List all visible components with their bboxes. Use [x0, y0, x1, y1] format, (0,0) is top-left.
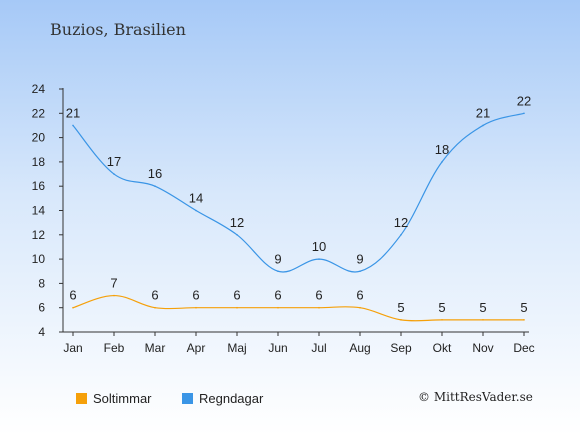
data-point-regndagar	[195, 209, 197, 212]
data-point-regndagar	[523, 112, 525, 115]
legend-item-soltimmar: Soltimmar	[76, 391, 152, 406]
data-point-regndagar	[72, 124, 74, 127]
y-tick-label: 14	[32, 204, 46, 218]
x-tick-label: Jul	[311, 341, 326, 355]
data-point-soltimmar	[113, 294, 115, 297]
x-tick-label: Sep	[390, 341, 412, 355]
x-tick-label: Apr	[187, 341, 206, 355]
data-point-soltimmar	[236, 306, 238, 309]
data-point-soltimmar	[154, 306, 156, 309]
data-label-regndagar: 21	[476, 105, 490, 120]
data-point-soltimmar	[482, 319, 484, 321]
x-tick-label: Jan	[63, 341, 82, 355]
y-tick-label: 20	[32, 131, 46, 145]
data-point-regndagar	[482, 124, 484, 127]
y-tick-label: 22	[32, 106, 46, 120]
legend-swatch-soltimmar	[76, 393, 87, 404]
data-label-soltimmar: 6	[233, 288, 240, 303]
y-tick-label: 24	[32, 82, 46, 96]
series-line-soltimmar	[72, 294, 524, 322]
data-label-soltimmar: 5	[520, 300, 527, 315]
legend-item-regndagar: Regndagar	[182, 391, 263, 406]
data-label-soltimmar: 5	[397, 300, 404, 315]
data-point-soltimmar	[318, 306, 320, 309]
y-tick-label: 8	[38, 276, 45, 290]
y-tick-label: 12	[32, 228, 46, 242]
data-label-regndagar: 9	[356, 251, 363, 266]
data-label-regndagar: 12	[230, 215, 244, 230]
data-label-soltimmar: 6	[315, 288, 322, 303]
data-point-soltimmar	[359, 306, 361, 309]
x-tick-label: Dec	[513, 341, 534, 355]
legend-label-regndagar: Regndagar	[199, 391, 264, 406]
data-label-regndagar: 12	[394, 215, 408, 230]
data-label-regndagar: 17	[107, 154, 121, 169]
data-point-soltimmar	[195, 306, 197, 309]
y-tick-label: 18	[32, 155, 46, 169]
x-tick-label: Jun	[268, 341, 287, 355]
data-point-soltimmar	[400, 319, 402, 321]
x-tick-label: Mar	[145, 341, 166, 355]
data-label-regndagar: 18	[435, 142, 449, 157]
y-tick-label: 16	[32, 179, 46, 193]
data-point-regndagar	[113, 173, 115, 175]
x-tick-label: Okt	[433, 341, 452, 355]
data-point-soltimmar	[72, 306, 74, 309]
data-label-soltimmar: 6	[274, 288, 281, 303]
y-tick-label: 10	[32, 252, 46, 266]
y-tick-label: 6	[38, 301, 45, 315]
x-tick-label: Nov	[472, 341, 493, 355]
data-label-soltimmar: 6	[356, 288, 363, 303]
data-label-soltimmar: 7	[110, 276, 117, 291]
data-point-soltimmar	[441, 319, 443, 321]
data-point-regndagar	[277, 270, 279, 273]
data-label-regndagar: 10	[312, 239, 326, 254]
y-tick-label: 4	[38, 325, 45, 339]
data-label-regndagar: 21	[66, 105, 80, 120]
x-tick-label: Feb	[104, 341, 125, 355]
legend-label-soltimmar: Soltimmar	[93, 391, 152, 406]
data-label-regndagar: 16	[148, 166, 162, 181]
data-label-regndagar: 9	[274, 251, 281, 266]
data-label-soltimmar: 5	[438, 300, 445, 315]
credit-text: © MittResVader.se	[418, 390, 533, 404]
data-point-regndagar	[318, 258, 320, 260]
series-line-regndagar	[72, 112, 525, 273]
data-label-regndagar: 14	[189, 191, 203, 206]
data-label-soltimmar: 5	[479, 300, 486, 315]
data-label-soltimmar: 6	[151, 288, 158, 303]
data-label-soltimmar: 6	[192, 288, 199, 303]
data-point-regndagar	[441, 161, 443, 163]
legend-swatch-regndagar	[182, 393, 193, 404]
data-point-regndagar	[154, 185, 156, 187]
x-tick-label: Aug	[349, 341, 370, 355]
data-point-regndagar	[359, 270, 361, 273]
data-label-soltimmar: 6	[69, 288, 76, 303]
data-point-soltimmar	[523, 319, 525, 321]
data-point-regndagar	[400, 234, 402, 236]
chart-title: Buzios, Brasilien	[50, 20, 186, 39]
data-label-regndagar: 22	[517, 93, 531, 108]
x-tick-label: Maj	[227, 341, 246, 355]
data-point-soltimmar	[277, 306, 279, 309]
data-point-regndagar	[236, 234, 238, 236]
